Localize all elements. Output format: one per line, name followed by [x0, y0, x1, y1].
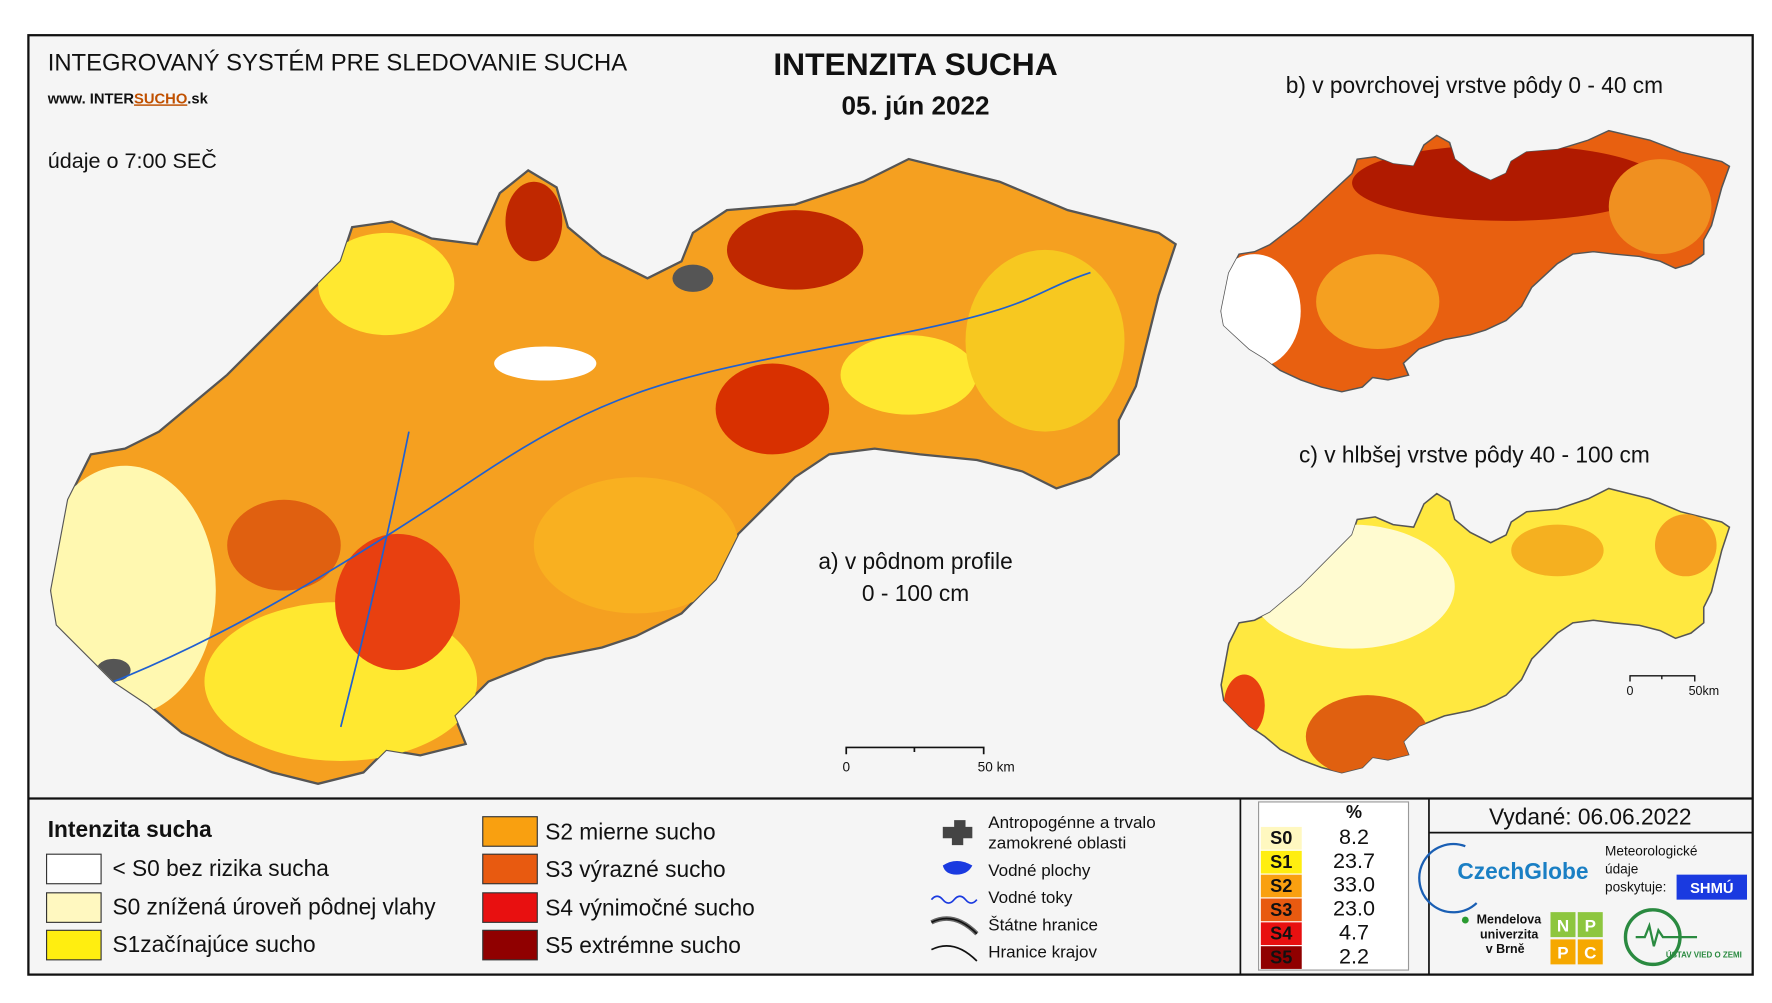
- legend-label: S3 výrazné sucho: [545, 856, 725, 882]
- inset-b: [1220, 129, 1731, 393]
- nppc-letter: C: [1584, 944, 1596, 963]
- class-cell: [1260, 922, 1302, 946]
- symbol-label: Antropogénne a trvalo: [988, 813, 1155, 832]
- percent: 33.0: [1333, 872, 1375, 897]
- logo-arc: [1418, 843, 1478, 914]
- class-label: S3: [1270, 900, 1292, 920]
- symbol-label: Vodné toky: [988, 888, 1073, 907]
- symbol-legend: Antropogénne a trvalo zamokrené oblasti …: [930, 813, 1156, 962]
- class-label: S5: [1270, 947, 1292, 967]
- scale-bar: [1629, 675, 1696, 682]
- logo-text: Meteorologické: [1605, 843, 1697, 858]
- table-header: %: [1346, 802, 1362, 822]
- class-cell: [1260, 874, 1302, 898]
- legend-label: S0 znížená úroveň pôdnej vlahy: [112, 893, 436, 919]
- main-map: [49, 157, 1177, 785]
- class-label: S4: [1270, 924, 1292, 944]
- logo-shmu: SHMÚ: [1690, 879, 1733, 897]
- swatch: [482, 892, 538, 923]
- scale-label: 0: [842, 759, 850, 774]
- inset-b-label: b) v povrchovej vrstve pôdy 0 - 40 cm: [1286, 72, 1663, 98]
- class-cell: [1260, 826, 1302, 850]
- system-title: INTEGROVANÝ SYSTÉM PRE SLEDOVANIE SUCHA: [48, 49, 628, 76]
- percent: 23.7: [1333, 848, 1375, 873]
- logo-text: Mendelova: [1477, 912, 1543, 926]
- stats-table: % S0 8.2 S1 23.7 S2 33.0 S3 23.0 S4 4.7 …: [1258, 801, 1410, 971]
- legend-label: < S0 bez rizika sucha: [112, 855, 329, 881]
- inset-c-label: c) v hlbšej vrstve pôdy 40 - 100 cm: [1299, 441, 1650, 467]
- website: www. INTERSUCHO.sk: [47, 91, 209, 107]
- nppc-letter: N: [1557, 916, 1569, 935]
- class-label: S0: [1270, 828, 1292, 848]
- main-label: 0 - 100 cm: [862, 580, 969, 606]
- uvz-wave: [1635, 921, 1698, 947]
- map-date: 05. jún 2022: [842, 91, 990, 121]
- percent: 4.7: [1339, 919, 1369, 944]
- nppc-letter: P: [1557, 944, 1568, 963]
- nppc-cell: [1550, 912, 1576, 938]
- map-title: INTENZITA SUCHA: [773, 46, 1057, 82]
- percent: 2.2: [1339, 943, 1369, 968]
- region-icon: [931, 945, 978, 962]
- symbol-label: Štátne hranice: [988, 915, 1098, 934]
- symbol-label: Vodné plochy: [988, 861, 1091, 880]
- logo-text: v Brně: [1486, 942, 1525, 956]
- legend: < S0 bez rizika sucha S0 znížená úroveň …: [46, 816, 755, 961]
- website-prefix: www. INTER: [47, 91, 135, 107]
- swatch: [46, 892, 102, 923]
- legend-label: S2 mierne sucho: [545, 818, 715, 844]
- website-highlight: SUCHO: [134, 91, 187, 107]
- percent: 8.2: [1339, 824, 1369, 849]
- website-suffix: .sk: [187, 91, 208, 107]
- shmu-bg: [1676, 874, 1748, 900]
- symbol-label: zamokrené oblasti: [988, 834, 1126, 853]
- swatch: [482, 929, 538, 961]
- scale-bar: [845, 746, 985, 755]
- symbol-label: Hranice krajov: [988, 943, 1097, 962]
- percent: 23.0: [1333, 896, 1375, 921]
- logo-text: údaje: [1605, 862, 1638, 877]
- logo-text: poskytuje:: [1605, 880, 1666, 895]
- logo-czechglobe: CzechGlobe: [1457, 858, 1588, 884]
- logo-text: univerzita: [1480, 927, 1539, 941]
- scale-label: 50 km: [978, 759, 1015, 774]
- logo-uvz: ÚSTAV VIED O ZEMI: [1666, 951, 1742, 960]
- nppc-cell: [1577, 939, 1603, 965]
- legend-title: Intenzita sucha: [48, 816, 212, 842]
- swatch: [46, 929, 102, 961]
- dot: [1461, 916, 1469, 924]
- nppc-letter: P: [1585, 916, 1596, 935]
- time-note: údaje o 7:00 SEČ: [48, 148, 217, 173]
- border-icon: [931, 917, 978, 935]
- nppc-cell: [1577, 912, 1603, 938]
- scale-label: 0: [1627, 684, 1634, 698]
- river-icon: [930, 895, 978, 904]
- nppc-cell: [1550, 939, 1576, 965]
- main-label: a) v pôdnom profile: [818, 548, 1012, 574]
- urban-icon: [942, 820, 973, 846]
- legend-label: S4 výnimočné sucho: [545, 895, 754, 921]
- class-cell: [1260, 898, 1302, 922]
- scale-label: 50km: [1689, 684, 1720, 698]
- class-cell: [1260, 850, 1302, 874]
- swatch: [46, 853, 102, 885]
- issued-date: Vydané: 06.06.2022: [1489, 804, 1691, 830]
- class-cell: [1260, 946, 1302, 969]
- swatch: [482, 816, 538, 847]
- logos: CzechGlobe Meteorologické údaje poskytuj…: [1418, 843, 1748, 967]
- legend-label: S1začínajúce sucho: [112, 931, 315, 957]
- class-label: S2: [1270, 876, 1292, 896]
- swatch: [482, 853, 538, 885]
- legend-label: S5 extrémne sucho: [545, 932, 741, 958]
- water-icon: [942, 861, 973, 875]
- class-label: S1: [1270, 852, 1292, 872]
